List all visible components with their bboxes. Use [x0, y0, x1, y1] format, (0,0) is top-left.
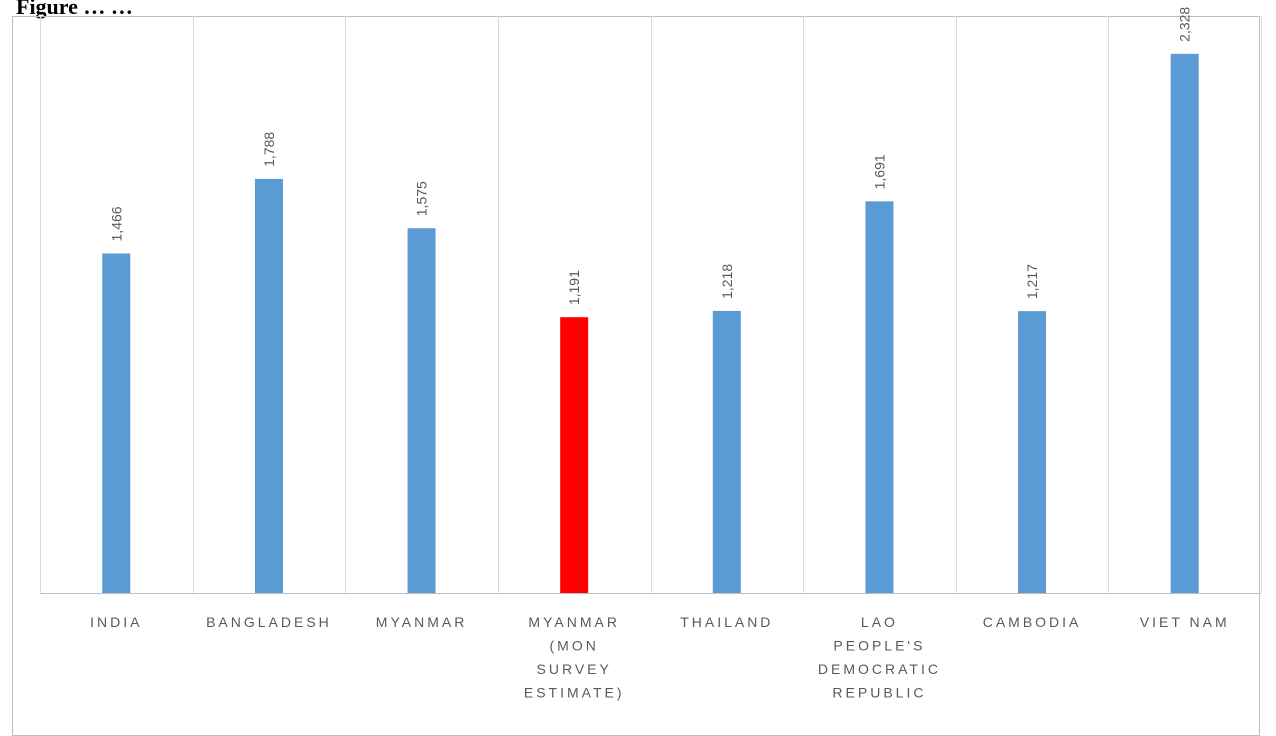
data-label: 1,218 [719, 264, 735, 299]
bar-chart: 1,466 INDIA 1,788 BANGLADESH 1,575 MYANMAR 1,1… [40, 7, 1262, 701]
x-tick-label: MYANMAR [376, 614, 468, 630]
x-tick-label: MYANMAR (MON SURVEY ESTIMATE) [524, 614, 625, 701]
x-tick-label: INDIA [90, 614, 142, 630]
page-title: Figure … … [16, 0, 133, 19]
x-tick-label: VIET NAM [1140, 614, 1230, 630]
bar [254, 178, 283, 593]
bar [102, 253, 131, 593]
x-tick-label: LAO PEOPLE'S DEMOCRATIC REPUBLIC [818, 614, 941, 701]
data-label: 1,691 [871, 154, 887, 189]
data-label: 2,328 [1177, 7, 1193, 42]
bar [1018, 311, 1047, 593]
bar [712, 310, 741, 593]
x-tick-label: BANGLADESH [206, 614, 332, 630]
data-label: 1,575 [414, 181, 430, 216]
x-tick-label: CAMBODIA [983, 614, 1082, 630]
data-label: 1,191 [566, 270, 582, 305]
bar [407, 228, 436, 594]
bar [1170, 53, 1199, 593]
data-label: 1,217 [1024, 264, 1040, 299]
x-tick-label: THAILAND [680, 614, 773, 630]
data-label: 1,788 [261, 132, 277, 167]
data-label: 1,466 [108, 206, 124, 241]
bar [865, 201, 894, 594]
bar [560, 317, 589, 593]
